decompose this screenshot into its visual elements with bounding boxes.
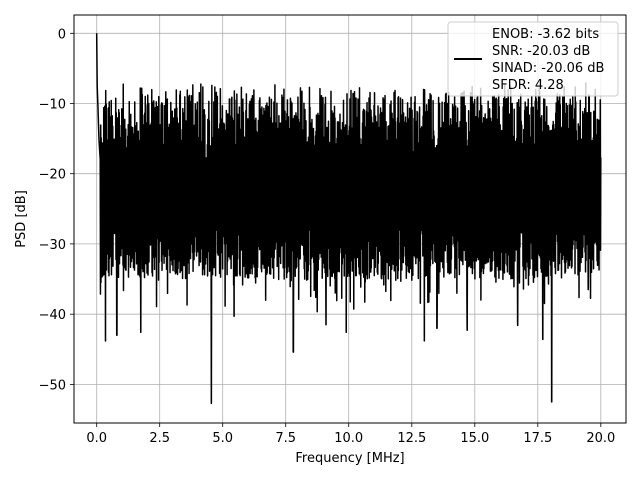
x-tick-label: 15.0 [460,431,489,446]
x-tick-label: 7.5 [275,431,296,446]
legend: ENOB: -3.62 bits SNR: -20.03 dB SINAD: -… [447,21,619,97]
plot-frame [73,14,627,424]
y-tick-label: −30 [39,238,66,253]
y-tick-label: 0 [58,27,66,42]
x-tick-label: 5.0 [212,431,233,446]
y-tick-label: −20 [39,168,66,183]
x-axis-label: Frequency [MHz] [295,451,404,466]
axis-ticks: 0.0 2.5 5.0 7.5 10.0 12.5 15.0 17.5 20.0 0 −10 −20 −… [39,27,616,446]
y-axis-label: PSD [dB] [14,190,29,248]
x-tick-label: 10.0 [334,431,363,446]
psd-series-line [95,33,602,405]
y-tick-label: −50 [39,378,66,393]
y-tick-label: −40 [39,308,66,323]
x-tick-label: 17.5 [523,431,552,446]
legend-box [447,21,619,97]
series-line-group [95,33,602,405]
legend-text-sfdr: SFDR: 4.28 [492,78,564,93]
legend-text-sinad: SINAD: -20.06 dB [492,61,604,76]
x-tick-label: 2.5 [149,431,170,446]
legend-text-snr: SNR: -20.03 dB [492,44,590,59]
x-tick-label: 0.0 [86,431,107,446]
x-tick-label: 12.5 [397,431,426,446]
legend-text-enob: ENOB: -3.62 bits [492,27,599,42]
y-tick-label: −10 [39,98,66,113]
x-tick-label: 20.0 [586,431,615,446]
